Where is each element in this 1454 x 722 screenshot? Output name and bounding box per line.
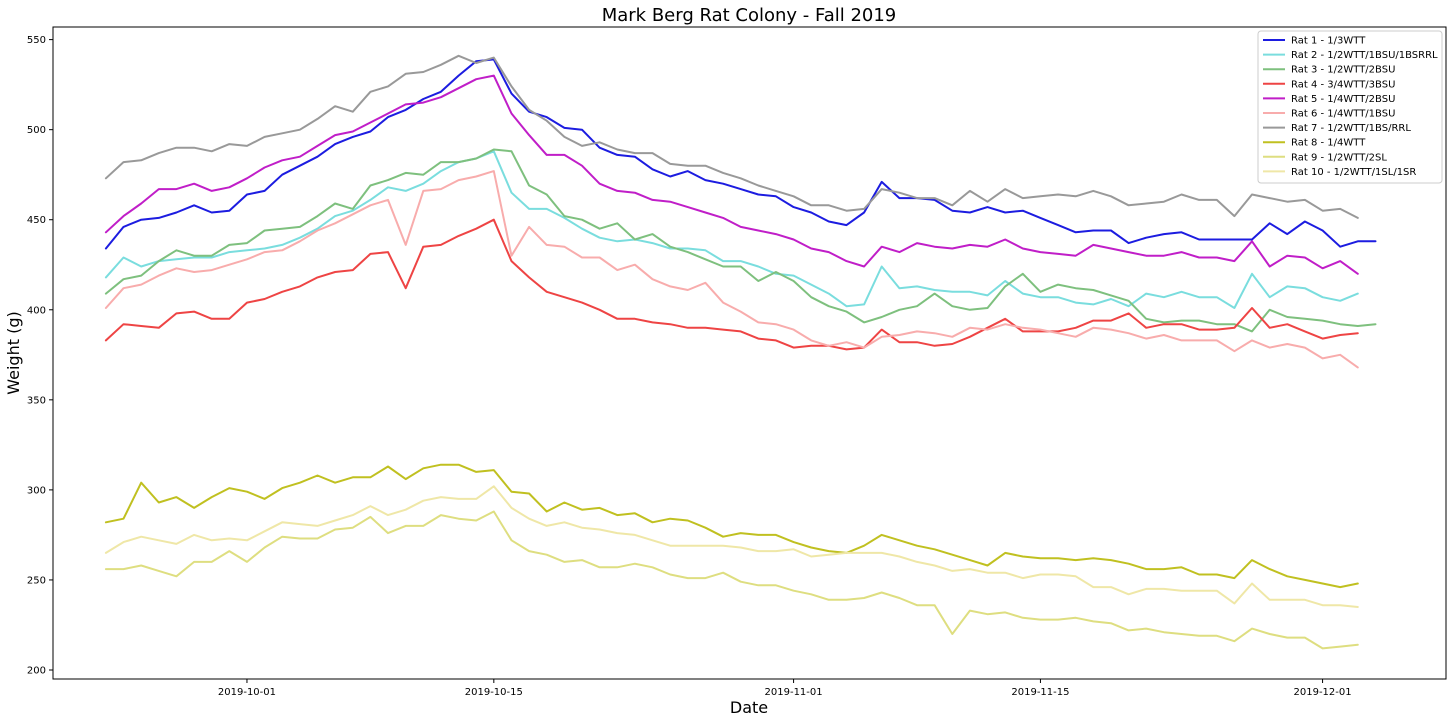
legend-box: [1257, 30, 1443, 184]
x-tick-label: 2019-10-15: [465, 687, 523, 698]
x-axis: 2019-10-01 2019-10-15 2019-11-01 2019-11-15…: [218, 679, 1352, 698]
legend-label: Rat 8 - 1/4WTT: [1291, 138, 1366, 149]
series-line-rat-9: [104, 510, 1359, 650]
series-line-rat-3: [104, 148, 1377, 333]
legend-label: Rat 3 - 1/2WTT/2BSU: [1291, 65, 1395, 76]
legend-label: Rat 7 - 1/2WTT/1BS/RRL: [1291, 123, 1411, 134]
legend-label: Rat 9 - 1/2WTT/2SL: [1291, 152, 1387, 163]
plot-area: [104, 54, 1377, 650]
series-line-rat-8: [104, 463, 1359, 589]
legend-label: Rat 10 - 1/2WTT/1SL/1SR: [1291, 167, 1416, 178]
legend-label: Rat 5 - 1/4WTT/2BSU: [1291, 94, 1395, 105]
y-axis-label: Weight (g): [4, 311, 23, 394]
series-line-rat-7: [104, 54, 1359, 219]
legend-label: Rat 1 - 1/3WTT: [1291, 36, 1366, 47]
series-line-rat-10: [104, 485, 1359, 608]
x-tick-label: 2019-11-15: [1011, 687, 1069, 698]
x-tick-label: 2019-12-01: [1294, 687, 1352, 698]
series-line-rat-1: [104, 58, 1377, 250]
y-tick-label: 300: [27, 485, 46, 496]
y-tick-label: 350: [27, 395, 46, 406]
plot-frame: [52, 26, 1447, 680]
x-axis-label: Date: [730, 698, 768, 717]
legend-label: Rat 6 - 1/4WTT/1BSU: [1291, 109, 1395, 120]
legend: Rat 1 - 1/3WTT Rat 2 - 1/2WTT/1BSU/1BSRRL…: [1257, 30, 1443, 184]
y-tick-label: 250: [27, 575, 46, 586]
chart-title: Mark Berg Rat Colony - Fall 2019: [602, 5, 897, 26]
legend-label: Rat 4 - 3/4WTT/3BSU: [1291, 79, 1395, 90]
y-tick-label: 200: [27, 665, 46, 676]
series-line-rat-5: [104, 74, 1359, 275]
y-tick-label: 550: [27, 35, 46, 46]
legend-label: Rat 2 - 1/2WTT/1BSU/1BSRRL: [1291, 50, 1438, 61]
y-tick-label: 500: [27, 125, 46, 136]
x-tick-label: 2019-10-01: [218, 687, 276, 698]
y-tick-label: 450: [27, 215, 46, 226]
x-tick-label: 2019-11-01: [765, 687, 823, 698]
series-line-rat-4: [104, 218, 1359, 351]
series-line-rat-2: [104, 150, 1359, 309]
series-line-rat-6: [104, 170, 1359, 369]
y-tick-label: 400: [27, 305, 46, 316]
y-axis: 200 250 300 350 400 450 500 550: [27, 35, 53, 676]
